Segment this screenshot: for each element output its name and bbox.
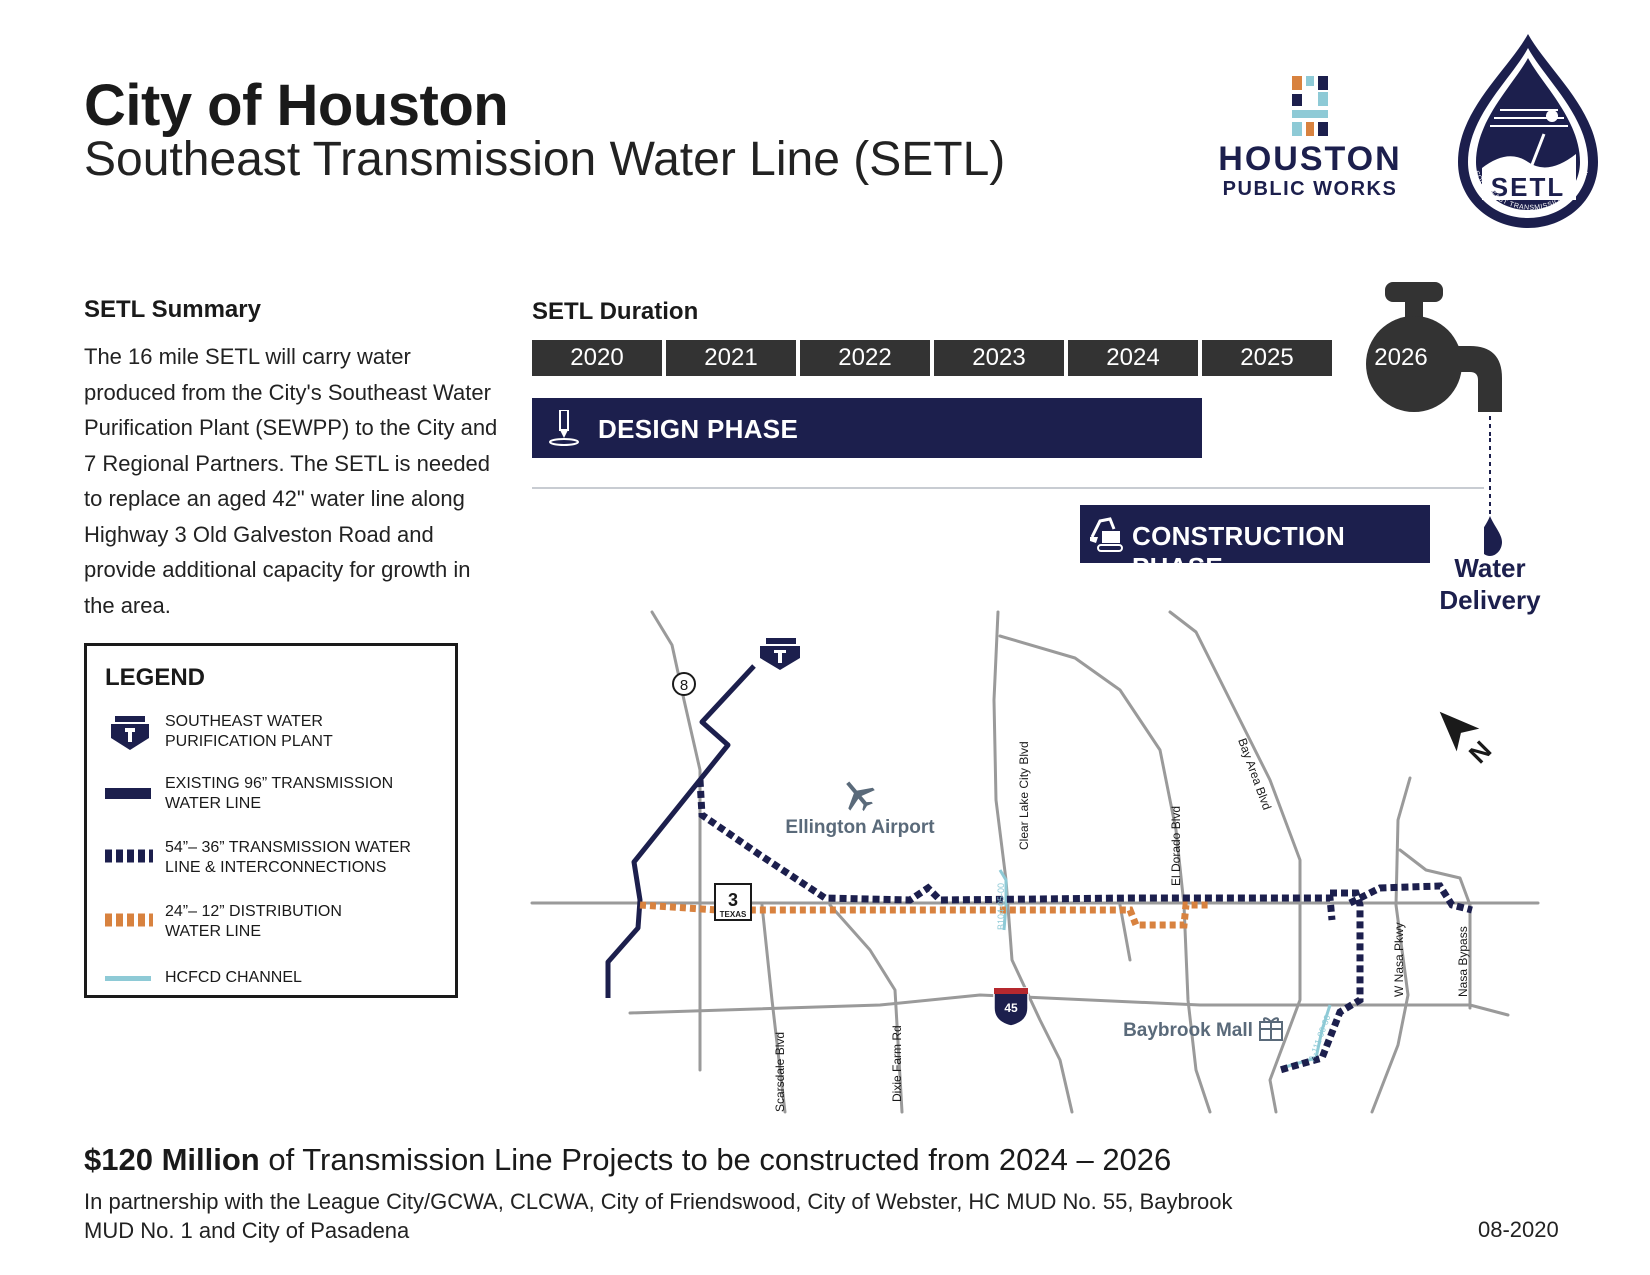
year-cell: 2021 (666, 340, 796, 376)
i45-shield: 45 (993, 987, 1029, 1027)
road-network (530, 610, 1540, 1114)
year-cell: 2024 (1068, 340, 1198, 376)
transmission-54-36-line-main (696, 779, 1336, 921)
road-clear-lake-city (992, 610, 1074, 1114)
funding-amount: $120 Million (84, 1142, 260, 1177)
gift-icon (1259, 1017, 1283, 1041)
north-label: N (1463, 735, 1497, 769)
road-nasa-bypass (1398, 848, 1472, 1010)
water-drop-icon (1484, 516, 1502, 556)
summary-heading: SETL Summary (84, 296, 261, 323)
houston-public-works-logo: HOUSTON PUBLIC WORKS (1210, 72, 1410, 202)
legend-item-plant: SOUTHEAST WATER PURIFICATION PLANT (105, 712, 445, 762)
year-cell: 2023 (934, 340, 1064, 376)
setl-logo-name: SETL (1491, 172, 1565, 202)
mall-label: Baybrook Mall (1123, 1020, 1253, 1041)
year-cell: 2025 (1202, 340, 1332, 376)
legend-label-line1: SOUTHEAST WATER (165, 713, 323, 730)
page-title: City of Houston (84, 73, 509, 138)
legend-label-line1: 24”– 12” DISTRIBUTION (165, 903, 342, 920)
plant-map-icon (760, 638, 800, 670)
pen-icon (549, 410, 579, 446)
construction-phase-bar: CONSTRUCTION PHASE (1080, 505, 1430, 582)
year-cell: 2020 (532, 340, 662, 376)
legend-label-line2: LINE & INTERCONNECTIONS (165, 859, 387, 876)
airport-label: Ellington Airport (785, 817, 935, 838)
teal-line-swatch (105, 976, 151, 981)
legend-item-existing-line: EXISTING 96” TRANSMISSION WATER LINE (105, 774, 445, 824)
road-label-scarsdale: Scarsdale Blvd (773, 1032, 787, 1112)
year-cell: 2026 (1374, 344, 1428, 371)
legend-box: LEGEND SOUTHEAST WATER PURIFICATION PLAN… (84, 643, 458, 998)
channel-a111 (1281, 1004, 1332, 1070)
transmission-54-36-line-south (1279, 889, 1364, 1074)
legend-item-transmission-line: 54”– 36” TRANSMISSION WATER LINE & INTER… (105, 838, 445, 888)
legend-label-line2: PURIFICATION PLANT (165, 733, 333, 750)
legend-label-line2: WATER LINE (165, 923, 262, 940)
dashed-orange-swatch (105, 913, 153, 927)
road-label-dixie-farm: Dixie Farm Rd (890, 1025, 904, 1102)
sh8-label: 8 (680, 677, 688, 694)
road-bay-area (1168, 610, 1302, 1114)
summary-text: The 16 mile SETL will carry water produc… (84, 344, 498, 618)
solid-line-swatch (105, 788, 151, 799)
legend-title: LEGEND (105, 664, 206, 691)
texas-3-number: 3 (728, 890, 738, 910)
texas-3-shield: 3 TEXAS (714, 883, 752, 921)
construction-phase-label: CONSTRUCTION PHASE (1132, 521, 1346, 582)
legend-label-line2: WATER LINE (165, 795, 262, 812)
road-label-nasa-pkwy: W Nasa Pkwy (1392, 922, 1406, 997)
faucet-icon (1366, 282, 1502, 438)
publication-date: 08-2020 (1478, 1217, 1559, 1242)
airplane-icon (846, 781, 875, 812)
road-connector (1118, 903, 1132, 962)
road-dixie-farm (828, 903, 904, 1114)
design-phase-bar: DESIGN PHASE (532, 398, 1202, 458)
partners-statement: In partnership with the League City/GCWA… (84, 1189, 1233, 1243)
funding-statement: $120 Million of Transmission Line Projec… (84, 1142, 1171, 1178)
road-scarsdale (760, 903, 787, 1114)
legend-item-distribution-line: 24”– 12” DISTRIBUTION WATER LINE (105, 902, 445, 952)
excavator-icon (1090, 517, 1123, 552)
hpw-subname: PUBLIC WORKS (1222, 178, 1398, 200)
existing-96-transmission-line (605, 664, 756, 998)
transmission-54-36-line-east (1348, 882, 1473, 914)
channel-b104 (998, 869, 1008, 931)
duration-heading: SETL Duration (532, 298, 699, 325)
channel-label-b104: B104-05-00 (996, 883, 1006, 930)
legend-item-channel: HCFCD CHANNEL (105, 968, 445, 998)
hpw-mark-icon (1292, 76, 1328, 136)
road-el-dorado (998, 634, 1212, 1114)
legend-label-line1: HCFCD CHANNEL (165, 969, 302, 986)
legend-label-line1: 54”– 36” TRANSMISSION WATER (165, 839, 411, 856)
page-subtitle: Southeast Transmission Water Line (SETL) (84, 133, 1006, 186)
road-sh8 (650, 610, 702, 1072)
road-nasa-pkwy (1370, 776, 1412, 1114)
timeline-divider (532, 487, 1484, 489)
road-label-clear-lake-city: Clear Lake City Blvd (1017, 741, 1031, 850)
dashed-navy-swatch (105, 849, 153, 863)
water-delivery-label: Water Delivery (1439, 553, 1541, 615)
sh8-shield: 8 (672, 672, 696, 696)
funding-description: of Transmission Line Projects to be cons… (259, 1142, 1172, 1177)
road-label-nasa-bypass: Nasa Bypass (1456, 926, 1470, 997)
design-phase-label: DESIGN PHASE (598, 414, 799, 444)
plant-icon (111, 716, 149, 750)
setl-route-map: 8 3 TEXAS 45 Ellington Airport Baybrook … (530, 610, 1540, 1114)
north-arrow-icon: N (1439, 711, 1497, 769)
texas-3-word: TEXAS (720, 910, 747, 919)
road-i45 (628, 993, 1510, 1017)
water-drip-line (1484, 438, 1502, 556)
year-cell: 2022 (800, 340, 930, 376)
i45-label: 45 (1004, 1001, 1018, 1015)
legend-label-line1: EXISTING 96” TRANSMISSION (165, 775, 394, 792)
hpw-name: HOUSTON (1218, 140, 1402, 178)
road-label-el-dorado: El Dorado Blvd (1169, 806, 1183, 886)
